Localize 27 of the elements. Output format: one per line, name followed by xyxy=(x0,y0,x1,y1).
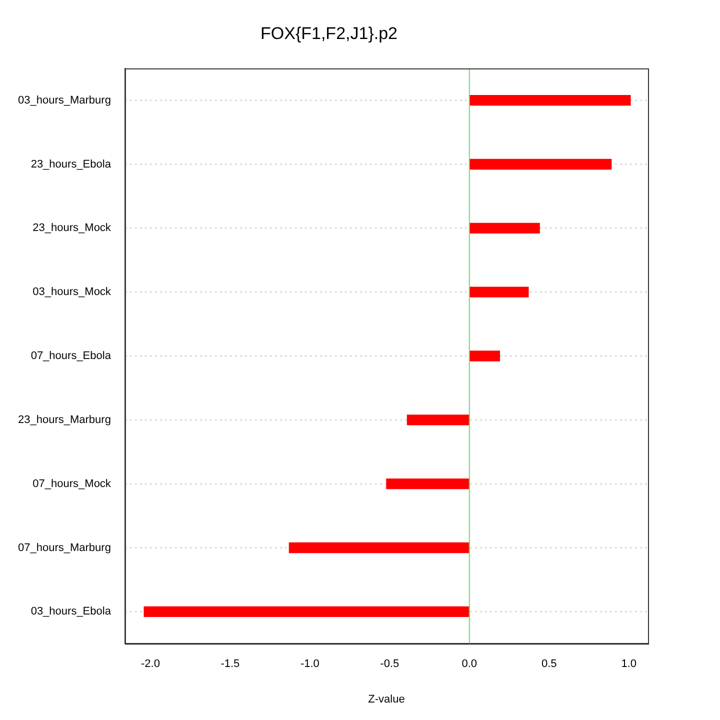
bar xyxy=(469,222,540,234)
x-tick-label: 0.0 xyxy=(462,658,478,670)
bar xyxy=(288,542,470,554)
bar xyxy=(469,350,500,362)
chart-title: FOX{F1,F2,J1}.p2 xyxy=(260,24,398,43)
bar xyxy=(469,158,612,170)
x-tick-label: 0.5 xyxy=(541,658,557,670)
y-tick-label: 23_hours_Marburg xyxy=(18,414,111,426)
x-tick-label: -1.5 xyxy=(220,658,240,670)
x-axis-title: Z-value xyxy=(368,693,405,706)
y-tick-label: 03_hours_Marburg xyxy=(18,94,111,106)
x-tick-label: -0.5 xyxy=(380,658,400,670)
y-tick-label: 23_hours_Ebola xyxy=(30,158,112,170)
y-tick-label: 07_hours_Ebola xyxy=(30,350,112,362)
y-tick-label: 07_hours_Marburg xyxy=(18,542,111,554)
bar xyxy=(469,95,631,106)
bar xyxy=(144,606,470,617)
x-tick-label: -1.0 xyxy=(300,658,320,670)
bar xyxy=(386,478,470,490)
y-tick-label: 03_hours_Mock xyxy=(32,286,112,298)
y-tick-label: 23_hours_Mock xyxy=(32,222,112,234)
x-tick-label: -2.0 xyxy=(140,658,160,670)
y-tick-label: 07_hours_Mock xyxy=(32,478,112,490)
bar xyxy=(406,414,470,426)
y-tick-label: 03_hours_Ebola xyxy=(30,606,112,618)
bar xyxy=(469,286,529,298)
x-tick-label: 1.0 xyxy=(621,658,637,670)
